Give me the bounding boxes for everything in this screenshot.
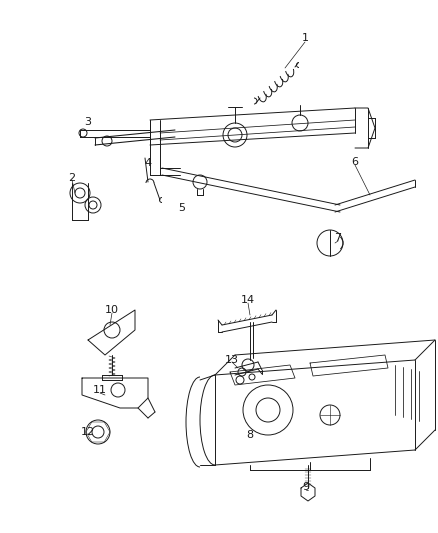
Text: 9: 9 xyxy=(302,482,310,492)
Text: 5: 5 xyxy=(179,203,186,213)
Text: 13: 13 xyxy=(225,355,239,365)
Text: 4: 4 xyxy=(145,158,152,168)
Text: 11: 11 xyxy=(93,385,107,395)
Text: 14: 14 xyxy=(241,295,255,305)
Text: 2: 2 xyxy=(68,173,76,183)
Text: 7: 7 xyxy=(335,233,342,243)
Text: 12: 12 xyxy=(81,427,95,437)
Text: 3: 3 xyxy=(85,117,92,127)
Text: 8: 8 xyxy=(247,430,254,440)
Text: 10: 10 xyxy=(105,305,119,315)
Text: 6: 6 xyxy=(352,157,358,167)
Text: 1: 1 xyxy=(301,33,308,43)
